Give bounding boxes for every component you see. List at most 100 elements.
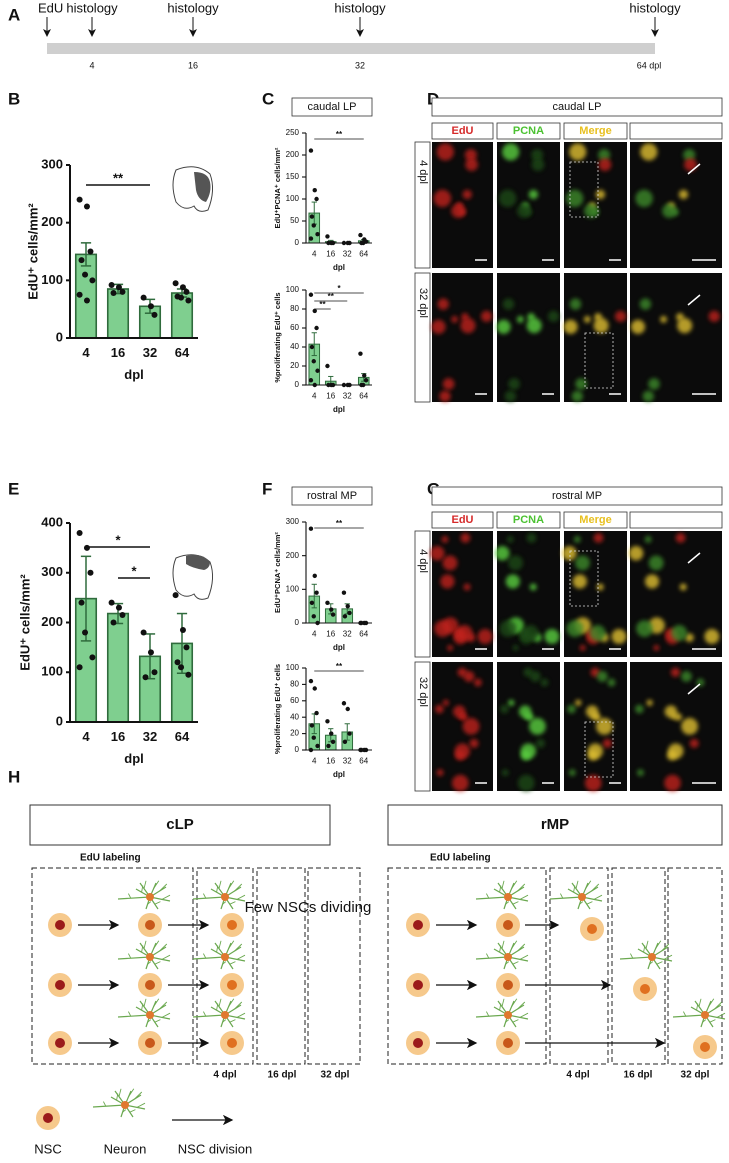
chart-title-box — [291, 486, 373, 506]
neurite — [129, 1109, 136, 1113]
cell-signal — [675, 532, 686, 543]
zoom-region — [584, 721, 614, 778]
cell-signal — [589, 624, 606, 642]
neurite — [512, 961, 519, 965]
neuron-body — [146, 893, 154, 901]
neurite — [236, 894, 246, 900]
stage-box — [196, 867, 254, 1065]
neurite — [154, 961, 161, 965]
panel-label: C — [262, 89, 274, 108]
data-point — [142, 674, 149, 681]
cell-signal — [531, 158, 545, 172]
neurite — [702, 1019, 707, 1023]
data-point — [108, 281, 115, 288]
x-tick-label: 64 — [359, 249, 368, 258]
x-tick-label: 4 — [312, 391, 317, 400]
y-tick-label: 0 — [295, 238, 300, 247]
cell-signal — [562, 545, 577, 561]
schematic-title: rMP — [541, 816, 569, 833]
row-label: 4 dpl — [417, 160, 429, 184]
y-tick-label: 100 — [286, 285, 300, 294]
timeline-start: EdU — [38, 0, 63, 15]
data-point — [345, 706, 350, 712]
neuron-body — [578, 893, 586, 901]
panel-label: A — [8, 5, 20, 24]
cell-signal — [584, 203, 599, 218]
neurite — [501, 940, 505, 949]
cell-signal — [508, 555, 523, 571]
x-axis-label: dpl — [124, 751, 144, 766]
nsc-nucleus — [145, 920, 155, 930]
cell-signal — [504, 390, 517, 402]
nsc-nucleus — [503, 920, 513, 930]
y-tick-label: 0 — [56, 713, 63, 728]
neuron-body — [648, 953, 656, 961]
nsc-nucleus — [587, 924, 597, 934]
cell-signal — [653, 644, 660, 651]
arrow — [687, 163, 701, 175]
y-axis-label: EdU⁺ cells/mm² — [25, 203, 40, 300]
data-point — [345, 603, 350, 609]
chart-title: rostral MP — [307, 490, 357, 502]
neurite — [505, 1019, 510, 1023]
data-point — [185, 671, 192, 678]
stage-box — [256, 867, 306, 1065]
neurite — [549, 896, 583, 900]
x-tick-label: 4 — [82, 345, 90, 360]
cell-signal — [684, 158, 697, 172]
data-point — [178, 664, 185, 671]
neurite — [103, 1101, 107, 1107]
panel-label: F — [262, 479, 272, 498]
neurite — [709, 1019, 716, 1023]
neurite — [649, 961, 654, 965]
cell-signal — [563, 319, 578, 334]
data-point — [326, 743, 331, 749]
data-point — [78, 599, 85, 606]
column-header-box — [496, 122, 561, 140]
y-tick-label: 100 — [41, 664, 63, 679]
cell-signal — [567, 704, 576, 714]
cell-signal — [635, 189, 653, 208]
neuron-body — [221, 1011, 229, 1019]
nsc-nucleus — [55, 980, 65, 990]
cell-signal — [469, 738, 479, 748]
significance-label: * — [131, 563, 137, 578]
cell-signal — [640, 143, 658, 161]
neurite — [143, 940, 147, 949]
neurite — [475, 896, 509, 900]
nsc-nucleus — [413, 1038, 423, 1048]
neurite — [229, 901, 236, 905]
nsc-nucleus — [227, 920, 237, 930]
nsc-nucleus — [503, 1038, 513, 1048]
cell-signal — [441, 535, 449, 543]
neurite — [645, 940, 649, 949]
zoom-region — [584, 332, 614, 389]
cell-signal — [517, 203, 532, 218]
x-tick-label: 64 — [175, 729, 190, 744]
data-point — [315, 232, 320, 237]
labeling-label: EdU labeling — [430, 853, 491, 864]
cell-signal — [595, 189, 606, 200]
cell-signal — [678, 189, 689, 200]
neurite — [501, 880, 505, 889]
nsc-nucleus — [227, 980, 237, 990]
y-tick-label: 40 — [290, 712, 299, 721]
y-tick-label: 0 — [295, 380, 300, 389]
neurite — [153, 880, 160, 889]
neurite — [154, 901, 161, 905]
cell-signal — [456, 624, 473, 642]
data-point — [308, 236, 314, 241]
micrograph — [630, 662, 722, 791]
data-point — [341, 590, 347, 595]
data-point — [83, 203, 90, 210]
column-header-box — [496, 511, 561, 529]
neurite — [122, 1109, 127, 1113]
neurite — [663, 954, 673, 960]
micrograph — [564, 662, 627, 791]
neuron-body — [146, 1011, 154, 1019]
micrograph — [564, 273, 627, 402]
cell-signal — [498, 189, 517, 208]
cell-signal — [708, 310, 720, 322]
data-point — [312, 573, 317, 579]
cell-signal — [531, 149, 544, 162]
